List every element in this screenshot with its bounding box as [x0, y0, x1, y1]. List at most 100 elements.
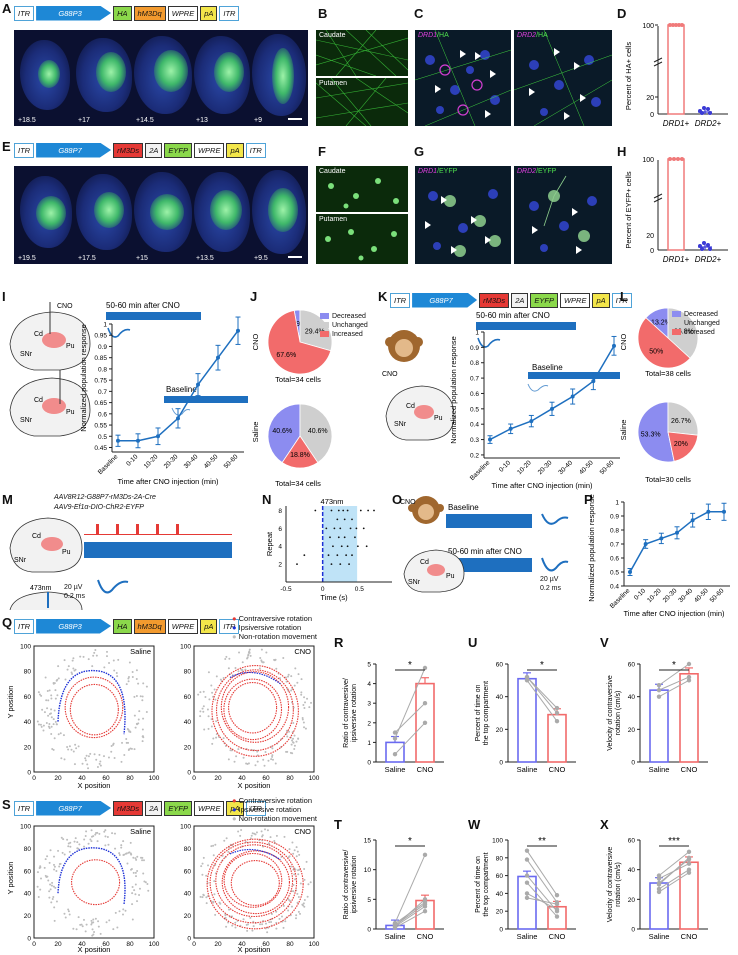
- track-point: [64, 678, 67, 681]
- x-tick-label: 40-50: [578, 459, 595, 476]
- panel-label-c: C: [414, 6, 424, 21]
- track-point: [72, 750, 75, 753]
- track-point: [205, 896, 208, 899]
- track-point: [58, 865, 61, 868]
- track-point: [98, 832, 101, 835]
- track-point: [285, 680, 288, 683]
- coord-label: +18.5: [18, 117, 36, 124]
- y-tick-label: 0: [27, 936, 31, 943]
- spike: [342, 509, 345, 512]
- track-point: [139, 695, 142, 698]
- track-point: [91, 928, 94, 931]
- track-point: [225, 837, 228, 840]
- drd1-eyfp-label: DRD1/EYFP: [418, 168, 458, 175]
- track-point: [131, 903, 134, 906]
- paired-line: [526, 676, 558, 709]
- chart-w: Percent of time onthe top compartment 0 20…: [475, 836, 576, 941]
- track-point: [50, 884, 53, 887]
- micrograph-caudate-e: Caudate: [316, 166, 408, 212]
- y-tick-label: 40: [628, 694, 636, 701]
- non-rotation-points: [36, 829, 150, 937]
- track-point: [264, 828, 267, 831]
- track-point: [225, 925, 228, 928]
- track-point: [106, 835, 109, 838]
- track-point: [293, 684, 296, 687]
- y-axis-label: Percent of time onthe top compartment: [475, 681, 490, 745]
- track-point: [308, 706, 311, 709]
- track-point: [302, 904, 305, 907]
- y-tick-label: 0.5: [610, 570, 619, 577]
- track-point: [87, 767, 90, 770]
- track-point: [270, 921, 273, 924]
- panel-label-s: S: [2, 797, 11, 812]
- series-line: [489, 345, 615, 441]
- track-point: [131, 885, 134, 888]
- pie-slice-decreased: [637, 401, 675, 463]
- paired-point: [656, 687, 662, 693]
- track-point: [57, 665, 60, 668]
- y-tick-label: 40: [628, 867, 636, 874]
- track-point: [261, 923, 264, 926]
- y-tick-label: 80: [24, 846, 32, 853]
- y-tick-label: 20: [628, 897, 636, 904]
- track-point: [99, 760, 102, 763]
- panel-label-d: D: [617, 6, 627, 21]
- paired-line: [394, 906, 426, 928]
- track-point: [96, 765, 99, 768]
- track-point: [294, 878, 297, 881]
- track-point: [250, 834, 253, 837]
- series-line: [629, 511, 724, 573]
- paired-point: [656, 882, 662, 887]
- track-point: [48, 896, 51, 899]
- track-point: [55, 900, 58, 903]
- track-point: [212, 737, 215, 740]
- x-tick-label: 100: [149, 775, 160, 782]
- paired-line: [658, 863, 690, 880]
- track-point: [122, 908, 125, 911]
- track-point: [39, 888, 42, 891]
- traj-q-cno: 00 20 20 40 40 60 60 80 80 100 100 CNO: [180, 644, 320, 783]
- track-point: [48, 727, 51, 730]
- y-tick-label: 1: [475, 330, 479, 337]
- track-point: [295, 855, 298, 858]
- track-point: [259, 923, 262, 926]
- track-point: [81, 762, 84, 765]
- track-point: [234, 926, 237, 929]
- contraversive-loop: [71, 859, 121, 906]
- panel-label-o: O: [392, 492, 403, 507]
- x-tick-label: 40-50: [693, 587, 710, 604]
- track-point: [66, 746, 69, 749]
- track-point: [248, 651, 251, 654]
- track-point: [265, 651, 268, 654]
- track-point: [307, 883, 310, 886]
- track-point: [135, 694, 138, 697]
- track-point: [114, 911, 117, 914]
- y-tick-label: 0.5: [98, 434, 107, 441]
- x-category-label: Saline: [649, 932, 670, 941]
- micrograph-drd2-eyfp: DRD2/EYFP: [514, 166, 612, 264]
- data-point: [216, 355, 220, 360]
- x-tick-label: Baseline: [97, 453, 120, 476]
- track-point: [85, 754, 88, 757]
- pie-l-saline: 53.3% 26.7% 20%: [637, 401, 699, 463]
- pie-slice-decreased: [267, 403, 301, 464]
- track-point: [287, 909, 290, 912]
- track-point: [41, 708, 44, 711]
- significance-label: *: [408, 660, 412, 671]
- track-point: [293, 748, 296, 751]
- track-point: [77, 745, 80, 748]
- y-tick-label: 20: [496, 909, 504, 916]
- track-point: [299, 912, 302, 915]
- y-tick-label: 0.9: [470, 345, 479, 352]
- spike: [333, 527, 336, 530]
- track-point: [50, 694, 53, 697]
- chart-h: Percent of EYFP+ cells 0 20 100 DRD1+ DR…: [624, 157, 728, 264]
- track-point: [145, 685, 148, 688]
- panel-label-h: H: [617, 144, 627, 159]
- track-point: [207, 671, 210, 674]
- paired-line: [658, 869, 690, 890]
- track-point: [290, 689, 293, 692]
